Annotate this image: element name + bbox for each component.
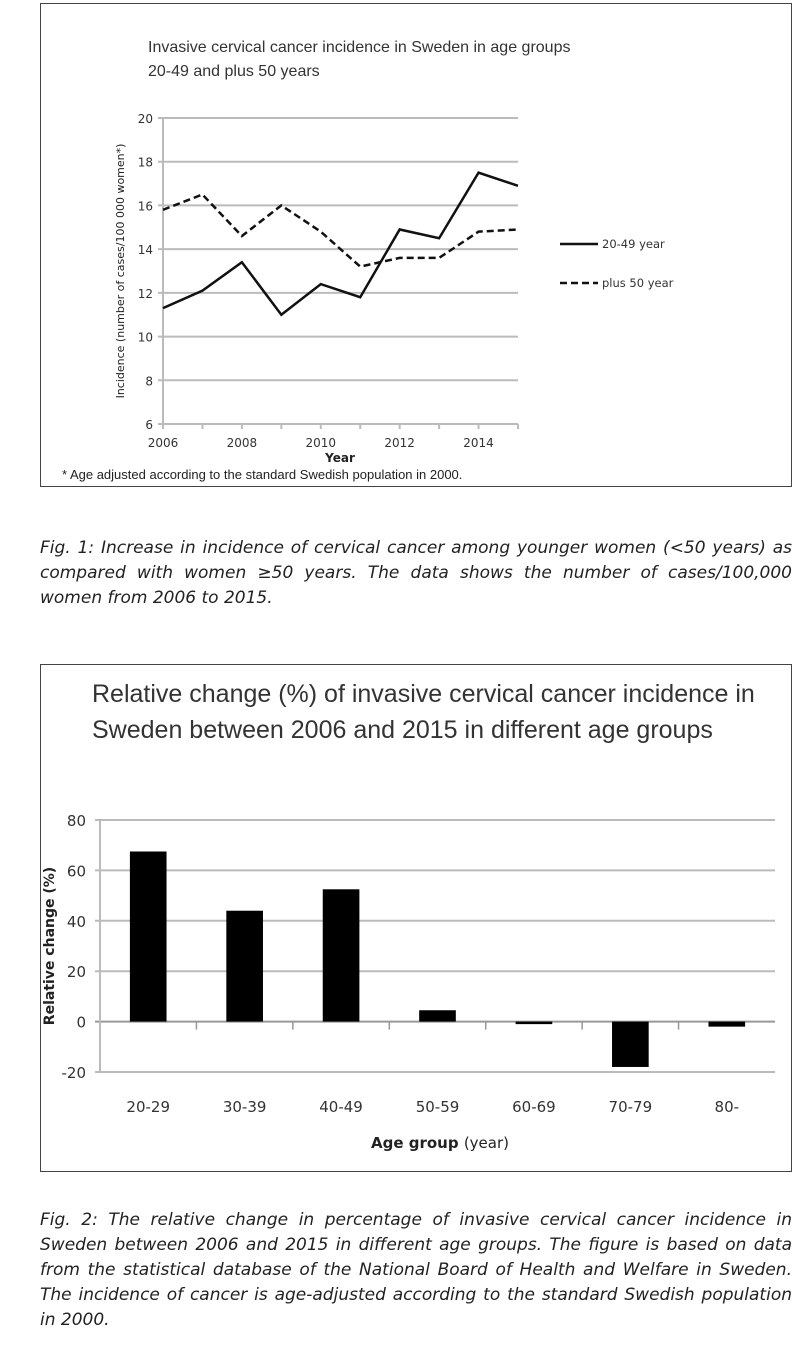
line-chart: 6 8 10 12 14 16 18 20 2006 2008 2010 2012 2014 Year In… xyxy=(114,112,674,465)
x-axis-label: Age group (year) xyxy=(371,1134,509,1152)
x-tick-label: 2006 xyxy=(148,436,179,450)
x-tick-label: 2012 xyxy=(384,436,415,450)
bar-50-59 xyxy=(419,1010,456,1022)
y-tick-label: 40 xyxy=(67,913,86,931)
y-tick-label: 6 xyxy=(145,418,153,432)
y-axis-label: Relative change (%) xyxy=(42,867,58,1025)
x-tick-label: 50-59 xyxy=(416,1098,460,1116)
y-tick-label: 16 xyxy=(138,199,153,213)
x-tick-label: 60-69 xyxy=(512,1098,556,1116)
y-tick-label: -20 xyxy=(62,1064,87,1082)
y-tick-label: 0 xyxy=(76,1014,86,1032)
y-tick-label: 20 xyxy=(67,963,86,981)
bar-20-29 xyxy=(129,851,167,1022)
y-tick-label: 20 xyxy=(138,112,153,126)
series-line-0 xyxy=(162,171,519,317)
y-tick-label: 8 xyxy=(145,374,153,388)
figure-2-caption: Fig. 2: The relative change in percentag… xyxy=(40,1210,792,1330)
bar-30-39 xyxy=(226,910,263,1022)
figure-1-panel xyxy=(40,3,792,487)
y-tick-label: 80 xyxy=(67,812,86,830)
y-tick-label: 60 xyxy=(67,862,86,880)
figure-1-caption: Fig. 1: Increase in incidence of cervica… xyxy=(40,538,792,608)
bar-chart: -20 0 20 40 60 80 20-29 30-39 40-49 50-59 60-69 70-… xyxy=(42,812,775,1152)
y-tick-label: 18 xyxy=(138,156,153,170)
x-tick-label: 20-29 xyxy=(126,1098,170,1116)
x-tick-label: 2014 xyxy=(463,436,494,450)
legend-label: plus 50 year xyxy=(602,276,674,290)
bar-70-79 xyxy=(612,1021,649,1067)
bar-60-69 xyxy=(515,1021,553,1025)
x-tick-label: 30-39 xyxy=(223,1098,267,1116)
legend-label: 20-49 year xyxy=(602,237,665,251)
chart1-title: Invasive cervical cancer incidence in Sw… xyxy=(148,39,571,80)
y-axis-label: Incidence (number of cases/100 000 women… xyxy=(114,144,127,399)
bar-40-49 xyxy=(322,889,360,1022)
y-tick-label: 14 xyxy=(138,243,153,257)
chart2-title: Relative change (%) of invasive cervical… xyxy=(92,680,755,744)
x-tick-label: 80- xyxy=(715,1098,740,1116)
series-line-1 xyxy=(162,193,519,268)
x-axis-label-bold: Age group xyxy=(371,1134,464,1152)
x-tick-label: 2010 xyxy=(306,436,337,450)
x-tick-label: 2008 xyxy=(227,436,258,450)
y-tick-label: 12 xyxy=(138,287,153,301)
bar-80- xyxy=(708,1021,746,1027)
chart1-note: * Age adjusted according to the standard… xyxy=(62,467,463,482)
x-axis-label: Year xyxy=(324,451,355,465)
y-tick-label: 10 xyxy=(138,331,153,345)
x-tick-label: 70-79 xyxy=(609,1098,653,1116)
x-tick-label: 40-49 xyxy=(319,1098,363,1116)
x-axis-label-unit: (year) xyxy=(464,1134,509,1152)
